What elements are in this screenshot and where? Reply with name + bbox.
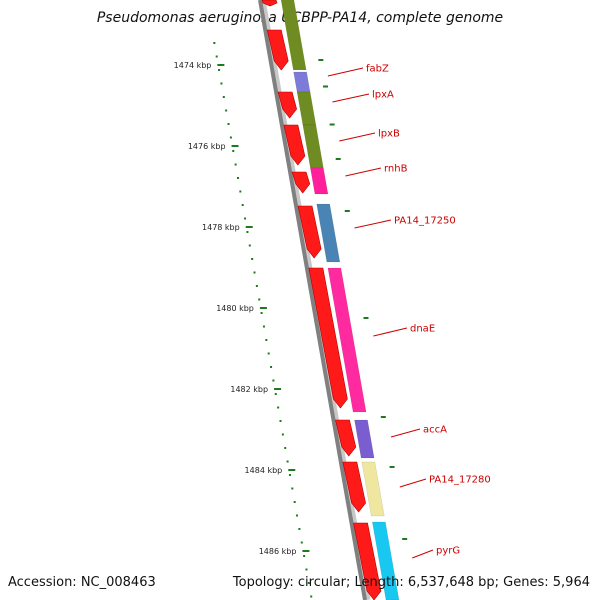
feature-lpxA	[296, 91, 317, 126]
gene-label-lpxA: lpxA	[372, 90, 394, 101]
genome-summary: Topology: circular; Length: 6,537,648 bp…	[232, 575, 590, 590]
tick-dot	[246, 231, 249, 233]
tick-dot	[232, 150, 235, 152]
tick-label: 1478 kbp	[202, 223, 240, 232]
tick-dot	[265, 339, 268, 341]
tick-dot	[244, 217, 247, 220]
gene-label-fabZ: fabZ	[366, 64, 389, 75]
tick-dot	[274, 393, 277, 395]
leader-line	[332, 93, 370, 103]
tick-dot	[262, 325, 265, 328]
tick-dot	[281, 433, 284, 436]
cds-arrow	[342, 461, 366, 513]
tick-dot	[267, 352, 270, 355]
map-title: Pseudomonas aeruginosa UCBPP-PA14, compl…	[96, 10, 504, 26]
tick-dot	[225, 109, 228, 112]
tick-dot	[303, 555, 306, 557]
tick-dot	[288, 474, 291, 476]
tick-dot	[239, 190, 242, 193]
accession-text: Accession: NC_008463	[8, 575, 156, 590]
tick-dot	[213, 42, 216, 44]
backbone-line	[258, 0, 367, 600]
tick-dot	[310, 595, 313, 598]
tick-dot	[272, 379, 275, 382]
leader-line	[390, 428, 421, 438]
gene-label-PA14_17250: PA14_17250	[394, 216, 456, 227]
feature-pyrG	[372, 521, 400, 600]
feature-dnaE	[327, 267, 367, 413]
feature-fabZ	[293, 71, 311, 93]
cds-arrow	[353, 522, 382, 600]
tick-dot	[270, 366, 273, 368]
cds-arrow	[335, 419, 357, 457]
gene-labels: fabZ lpxA lpxB rnhB PA14_17250 dnaE accA PA14_1…	[327, 64, 491, 559]
tick-label: 1486 kbp	[259, 547, 297, 556]
tick-dot	[298, 528, 301, 530]
cds-arrow	[308, 267, 348, 409]
tick-dot	[293, 501, 296, 503]
tick-dot	[248, 244, 251, 247]
tick-dot	[218, 69, 221, 71]
leader-line	[412, 549, 434, 559]
tick-label: 1482 kbp	[230, 385, 268, 394]
tick-marks: 1474 kbp 1476 kbp 1478 kbp 1480 kbp 1482 kbp…	[174, 42, 313, 598]
tick-dot	[234, 163, 237, 166]
backbone	[258, 0, 371, 600]
gene-label-dnaE: dnaE	[410, 324, 435, 335]
tick-dot	[258, 298, 261, 301]
leader-line	[354, 219, 392, 229]
leader-line	[399, 478, 427, 488]
feature-PA14_17250	[316, 203, 341, 263]
gene-label-rnhB: rnhB	[384, 164, 408, 175]
tick-dot	[227, 123, 230, 125]
feature-PA14_17280	[361, 461, 385, 517]
gene-label-accA: accA	[423, 425, 447, 436]
tick-dot	[286, 460, 289, 463]
tick-dot	[220, 82, 223, 85]
tick-dot	[305, 568, 308, 571]
tick-dot	[236, 177, 239, 179]
tick-label: 1484 kbp	[245, 466, 283, 475]
tick-dot	[251, 258, 254, 260]
tick-dot	[255, 285, 258, 287]
leader-line	[339, 132, 376, 142]
tick-dot	[291, 487, 294, 490]
cds-arrow	[261, 0, 278, 7]
cds-arrow	[297, 205, 322, 259]
tick-dot	[284, 447, 287, 449]
tick-dot	[229, 136, 232, 139]
leader-line	[345, 167, 382, 177]
feature-accA	[354, 419, 375, 459]
tick-dot	[215, 55, 218, 58]
gene-label-pyrG: pyrG	[436, 546, 460, 557]
tick-label: 1480 kbp	[216, 304, 254, 313]
tick-dot	[300, 541, 303, 544]
gene-label-lpxB: lpxB	[378, 129, 400, 140]
feature-lpxB	[302, 124, 324, 169]
feature-block	[281, 0, 307, 70]
tick-dot	[277, 406, 280, 409]
gene-label-PA14_17280: PA14_17280	[429, 475, 491, 486]
cds-arrow	[291, 171, 311, 194]
tick-label: 1474 kbp	[174, 61, 212, 70]
leader-line	[373, 327, 408, 337]
tick-dot	[296, 514, 299, 517]
cds-arrow	[283, 124, 306, 166]
cds-track	[261, 0, 382, 600]
tick-dot	[260, 312, 263, 314]
tick-dot	[222, 96, 225, 98]
cds-arrow	[266, 29, 289, 71]
cds-arrow	[277, 91, 297, 119]
tick-dot	[307, 582, 310, 584]
tick-dot	[279, 420, 282, 422]
feature-rnhB	[310, 167, 329, 195]
feature-track	[281, 0, 408, 600]
leader-line	[327, 67, 364, 77]
tick-label: 1476 kbp	[188, 142, 226, 151]
tick-dot	[253, 271, 256, 274]
tick-dot	[241, 204, 244, 206]
